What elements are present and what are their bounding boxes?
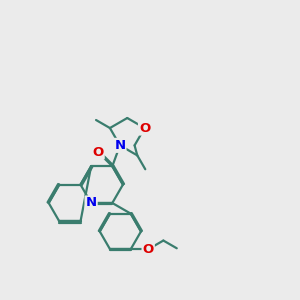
Text: N: N [85, 196, 97, 209]
Text: O: O [139, 122, 150, 134]
Text: O: O [92, 146, 104, 158]
Text: N: N [114, 139, 125, 152]
Text: O: O [142, 243, 154, 256]
